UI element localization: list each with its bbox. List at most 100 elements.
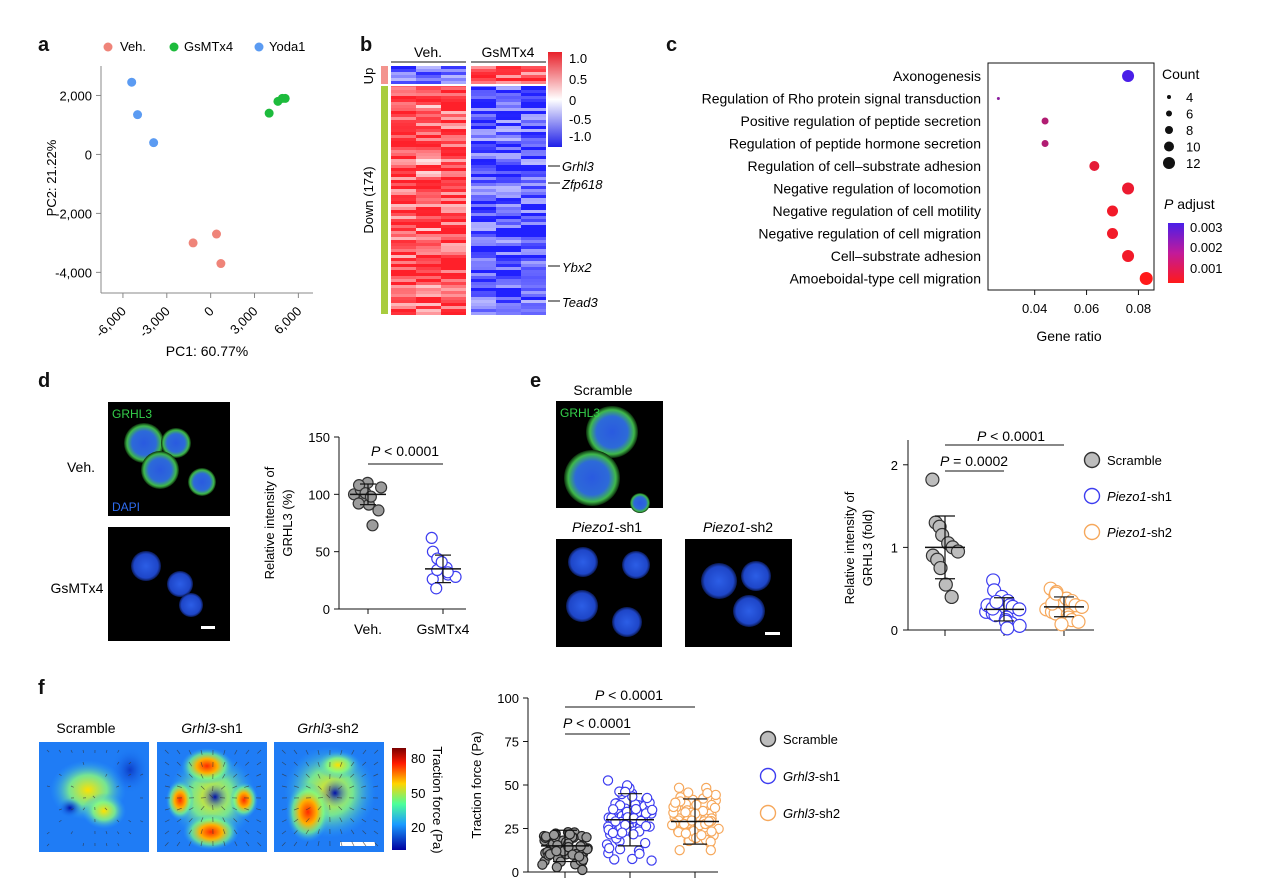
d-point <box>366 519 379 532</box>
heatmap-cell <box>521 180 546 183</box>
traction-vector <box>281 785 287 788</box>
heatmap-cell <box>496 189 521 192</box>
heatmap-cell <box>441 138 466 141</box>
legend-dot-gsmtx4 <box>169 42 179 52</box>
heatmap-cell <box>441 177 466 180</box>
f-y-tick-label: 50 <box>505 778 519 793</box>
traction-vector <box>337 785 343 790</box>
traction-vector <box>350 773 355 778</box>
f-point <box>607 804 619 815</box>
heatmap-cell <box>416 201 441 204</box>
heatmap-cell <box>441 105 466 108</box>
f-point <box>630 803 642 815</box>
heatmap-cell <box>521 246 546 249</box>
legend-gsmtx4: GsMTx4 <box>184 39 233 54</box>
heatmap-cell <box>471 120 496 123</box>
traction-vector <box>58 808 62 811</box>
traction-vector <box>244 773 250 777</box>
d-y-tick-label: 50 <box>316 545 330 560</box>
traction-vector <box>374 749 379 754</box>
pca-y-tick-label: 2,000 <box>59 88 92 103</box>
heatmap-cell <box>521 228 546 231</box>
heatmap-cell <box>391 123 416 126</box>
traction-vector <box>244 785 250 788</box>
heatmap-cell <box>471 105 496 108</box>
size-legend-title: Count <box>1162 66 1199 82</box>
pca-x-label: PC1: 60.77% <box>166 343 249 359</box>
heatmap-cell <box>441 207 466 210</box>
heatmap-cell <box>441 237 466 240</box>
f-point <box>673 782 685 793</box>
heatmap-cell <box>441 273 466 276</box>
traction-vector <box>128 773 132 776</box>
f-point <box>602 775 614 786</box>
heatmap-cell <box>416 99 441 102</box>
f-point <box>705 844 717 856</box>
heatmap-cell <box>521 282 546 285</box>
heatmap-cell <box>441 96 466 99</box>
heatmap-cell <box>441 93 466 96</box>
heatmap-cell <box>416 174 441 177</box>
size-legend-label: 8 <box>1186 123 1193 138</box>
f-p-value-2: P < 0.0001 <box>595 687 663 703</box>
heatmap-cell <box>391 213 416 216</box>
d-point <box>372 504 385 517</box>
heatmap-cell <box>471 240 496 243</box>
heatmap-row-down: Down (174) <box>361 166 376 233</box>
pca-y-label: PC2: 21.22% <box>44 139 59 216</box>
traction-vector <box>117 831 120 835</box>
traction-vector <box>58 773 62 776</box>
traction-vector <box>244 818 250 823</box>
pca-x-tick-label: 0 <box>201 304 217 320</box>
e-point <box>1012 618 1027 633</box>
size-legend-dot <box>1164 141 1174 152</box>
traction-vector <box>362 841 367 847</box>
traction-vector <box>70 785 74 788</box>
heatmap-cell <box>441 201 466 204</box>
heatmap-cell <box>496 108 521 111</box>
heatmap-cell <box>496 120 521 123</box>
heatmap-cell <box>521 222 546 225</box>
traction-vector <box>305 761 310 767</box>
heatmap-cell <box>441 288 466 291</box>
traction-vector <box>188 785 194 789</box>
go-term-label: Regulation of Rho protein signal transdu… <box>702 91 981 107</box>
panel-label-a: a <box>38 34 50 56</box>
heatmap-cell <box>521 186 546 189</box>
heatmap-cell <box>416 177 441 180</box>
heatmap-cell <box>441 117 466 120</box>
traction-vector <box>305 807 311 811</box>
heatmap-cell <box>496 207 521 210</box>
heatmap-cell <box>391 93 416 96</box>
heatmap-cell <box>441 168 466 171</box>
traction-vector <box>82 761 85 765</box>
e-point <box>950 544 966 559</box>
heatmap-cell <box>391 273 416 276</box>
heatmap-cell <box>471 108 496 111</box>
e-image-sh2-label: Piezo1-sh2 <box>703 519 773 535</box>
heatmap-cell <box>496 222 521 225</box>
heatmap-cell <box>441 90 466 93</box>
padjust-tick-0002: 0.002 <box>1190 240 1223 255</box>
heatmap-cell <box>496 204 521 207</box>
traction-vector <box>46 749 50 753</box>
heatmap-cell <box>496 183 521 186</box>
heatmap-cell <box>496 282 521 285</box>
f-point <box>640 820 652 832</box>
heatmap-cell <box>441 129 466 132</box>
legend-yoda1: Yoda1 <box>269 39 305 54</box>
heatmap-cell <box>521 252 546 255</box>
e-point <box>938 577 953 592</box>
traction-vector <box>349 785 355 789</box>
heatmap-cell <box>441 282 466 285</box>
heatmap-cell <box>471 252 496 255</box>
traction-vector <box>317 761 320 767</box>
pca-point <box>149 138 159 148</box>
heatmap-cell <box>391 111 416 114</box>
heatmap-cell <box>521 198 546 201</box>
heatmap-cell <box>416 90 441 93</box>
traction-vector <box>256 761 262 766</box>
heatmap-cell <box>521 120 546 123</box>
heatmap-cell <box>496 162 521 165</box>
heatmap-cell <box>471 150 496 153</box>
